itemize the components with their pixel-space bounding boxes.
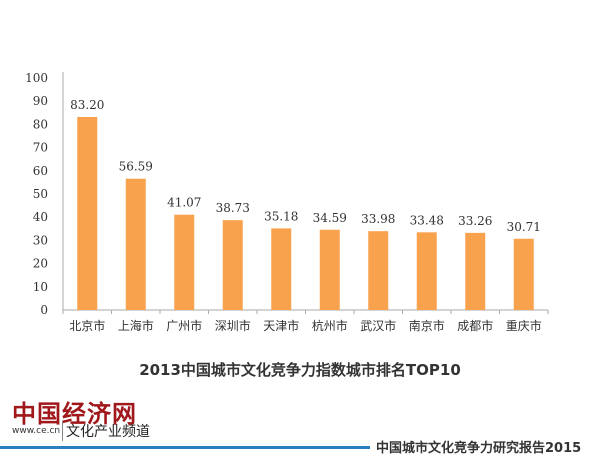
y-tick-label: 80 bbox=[33, 117, 48, 131]
bar-chart: 0 10 20 30 40 50 60 70 80 90 100 83.20 北京市 56.59 上海市 41… bbox=[25, 71, 549, 333]
bar bbox=[513, 238, 534, 310]
y-tick-label: 40 bbox=[33, 210, 48, 224]
bar bbox=[174, 214, 195, 310]
bar bbox=[416, 232, 437, 310]
data-label: 33.26 bbox=[458, 214, 492, 228]
x-tick-label: 杭州市 bbox=[312, 318, 348, 333]
bar bbox=[271, 228, 292, 310]
y-tick-label: 100 bbox=[25, 71, 48, 85]
bar bbox=[319, 229, 340, 310]
report-title: 中国城市文化竞争力研究报告2015 bbox=[376, 441, 582, 456]
data-label: 56.59 bbox=[119, 160, 153, 174]
data-label: 83.20 bbox=[70, 98, 104, 112]
data-label: 35.18 bbox=[264, 209, 298, 223]
y-tick-label: 90 bbox=[33, 94, 48, 108]
y-tick-label: 20 bbox=[33, 257, 48, 271]
bar bbox=[77, 116, 98, 310]
data-label: 41.07 bbox=[167, 196, 201, 210]
x-tick-label: 武汉市 bbox=[360, 318, 396, 333]
logo: 中国经济网 bbox=[12, 399, 137, 428]
site-url: www.ce.cn bbox=[12, 426, 61, 436]
x-tick-label: 深圳市 bbox=[215, 318, 251, 333]
y-tick-label: 10 bbox=[33, 280, 48, 294]
data-label: 34.59 bbox=[313, 211, 347, 225]
y-tick-label: 0 bbox=[40, 303, 48, 317]
x-tick-label: 成都市 bbox=[457, 318, 493, 333]
x-tick-label: 上海市 bbox=[118, 318, 154, 333]
x-tick-label: 北京市 bbox=[69, 318, 105, 333]
data-label: 33.48 bbox=[410, 213, 444, 227]
divider bbox=[0, 446, 370, 449]
x-tick-label: 南京市 bbox=[409, 318, 445, 333]
x-tick-label: 重庆市 bbox=[506, 318, 542, 333]
bar bbox=[368, 231, 389, 310]
data-label: 33.98 bbox=[361, 212, 395, 226]
x-tick-label: 天津市 bbox=[263, 318, 299, 333]
bar bbox=[125, 178, 146, 310]
y-tick-label: 70 bbox=[33, 141, 48, 155]
chart-title: 2013中国城市文化竞争力指数城市排名TOP10 bbox=[139, 361, 461, 379]
bar bbox=[222, 220, 243, 310]
bar bbox=[465, 232, 486, 310]
x-tick-label: 广州市 bbox=[166, 318, 202, 333]
data-label: 38.73 bbox=[216, 201, 250, 215]
channel-name: 文化产业频道 bbox=[62, 421, 150, 441]
y-tick-label: 50 bbox=[33, 187, 48, 201]
data-label: 30.71 bbox=[507, 220, 541, 234]
y-tick-label: 30 bbox=[33, 233, 48, 247]
y-tick-label: 60 bbox=[33, 164, 48, 178]
